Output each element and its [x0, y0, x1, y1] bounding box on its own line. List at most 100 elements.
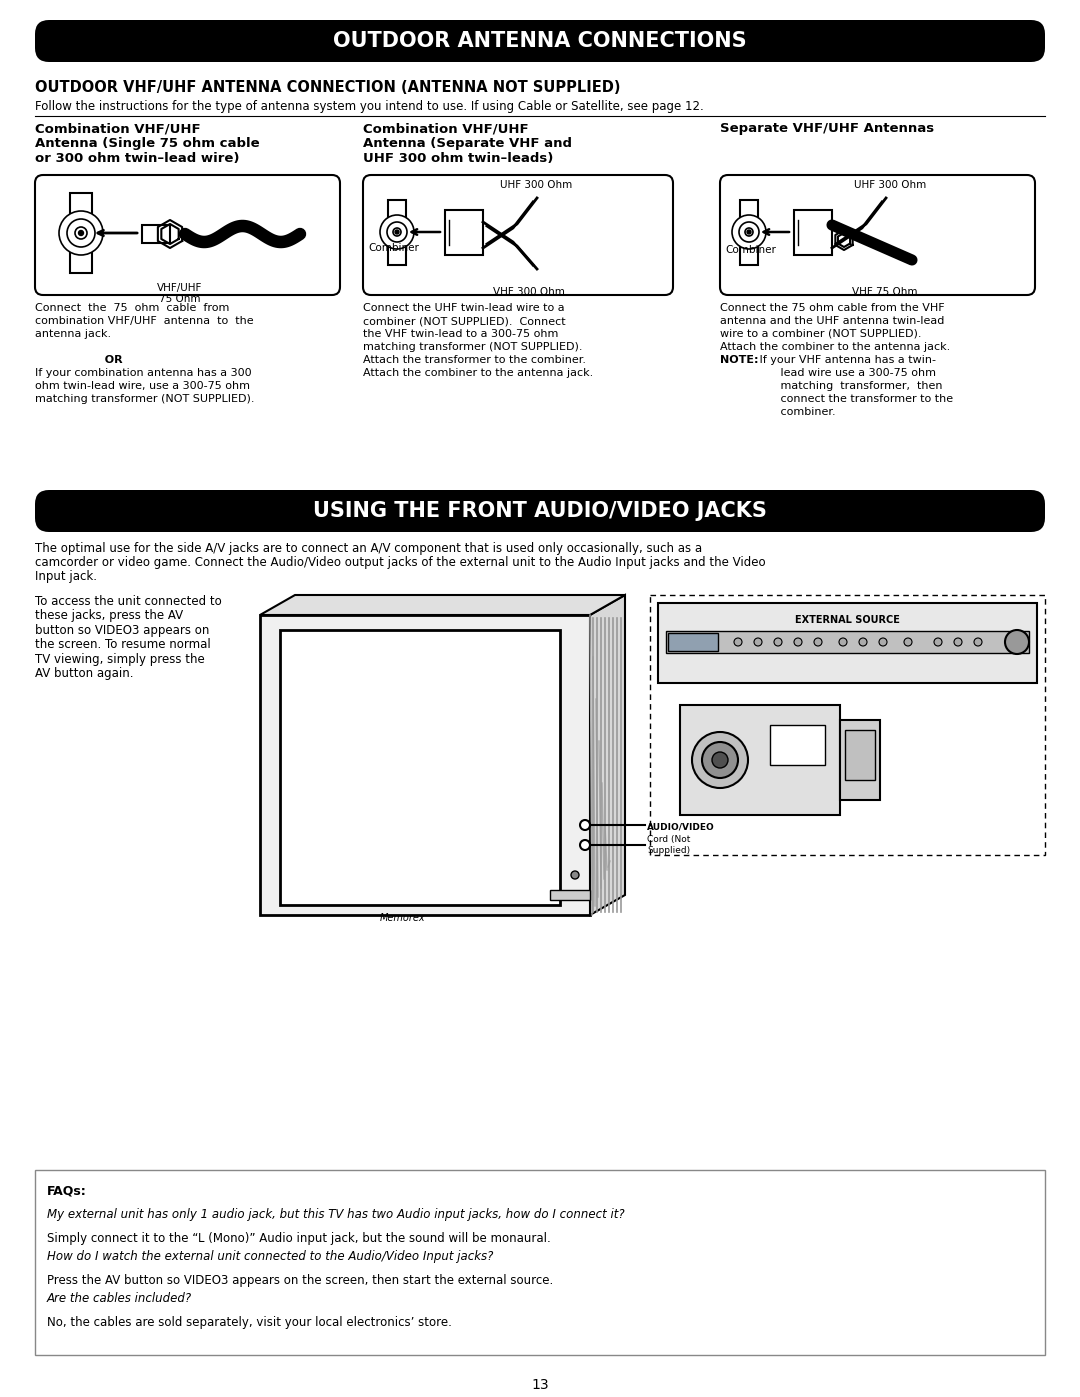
Bar — [658, 604, 1037, 683]
Text: Memorex: Memorex — [380, 914, 426, 923]
Bar — [680, 705, 840, 814]
Bar — [280, 630, 561, 905]
Circle shape — [393, 228, 401, 236]
Circle shape — [934, 638, 942, 645]
Text: 13: 13 — [531, 1377, 549, 1391]
Text: matching  transformer,  then: matching transformer, then — [756, 381, 943, 391]
FancyBboxPatch shape — [363, 175, 673, 295]
Text: OUTDOOR ANTENNA CONNECTIONS: OUTDOOR ANTENNA CONNECTIONS — [334, 31, 746, 52]
Circle shape — [580, 820, 590, 830]
Circle shape — [839, 638, 847, 645]
Circle shape — [79, 231, 83, 236]
Text: 75 Ohm: 75 Ohm — [159, 293, 201, 305]
Bar — [550, 890, 590, 900]
Circle shape — [67, 219, 95, 247]
Bar — [141, 225, 170, 243]
Text: The optimal use for the side A/V jacks are to connect an A/V component that is u: The optimal use for the side A/V jacks a… — [35, 542, 702, 555]
Text: Are the cables included?: Are the cables included? — [48, 1292, 192, 1305]
Circle shape — [745, 228, 753, 236]
FancyBboxPatch shape — [35, 175, 340, 295]
Text: the VHF twin-lead to a 300-75 ohm: the VHF twin-lead to a 300-75 ohm — [363, 330, 558, 339]
Circle shape — [1005, 630, 1029, 654]
Text: FAQs:: FAQs: — [48, 1185, 86, 1197]
Text: combiner.: combiner. — [756, 407, 836, 416]
Text: AV button again.: AV button again. — [35, 668, 134, 680]
Text: Attach the combiner to the antenna jack.: Attach the combiner to the antenna jack. — [720, 342, 950, 352]
Text: NOTE:: NOTE: — [720, 355, 758, 365]
Circle shape — [879, 638, 887, 645]
Circle shape — [75, 226, 87, 239]
Text: Press the AV button so VIDEO3 appears on the screen, then start the external sou: Press the AV button so VIDEO3 appears on… — [48, 1274, 553, 1287]
Text: VHF/UHF: VHF/UHF — [158, 284, 203, 293]
Circle shape — [859, 638, 867, 645]
Circle shape — [571, 870, 579, 879]
Circle shape — [754, 638, 762, 645]
Bar — [794, 210, 832, 256]
Bar — [740, 200, 758, 265]
Text: No, the cables are sold separately, visit your local electronics’ store.: No, the cables are sold separately, visi… — [48, 1316, 451, 1329]
Text: these jacks, press the AV: these jacks, press the AV — [35, 609, 184, 623]
Bar — [770, 725, 825, 766]
Circle shape — [692, 732, 748, 788]
Text: combination VHF/UHF  antenna  to  the: combination VHF/UHF antenna to the — [35, 316, 254, 326]
Text: UHF 300 Ohm: UHF 300 Ohm — [500, 180, 572, 190]
Text: antenna and the UHF antenna twin-lead: antenna and the UHF antenna twin-lead — [720, 316, 944, 326]
Bar — [35, 1171, 1045, 1355]
Circle shape — [814, 638, 822, 645]
FancyBboxPatch shape — [720, 175, 1035, 295]
Circle shape — [734, 638, 742, 645]
Text: Connect the 75 ohm cable from the VHF: Connect the 75 ohm cable from the VHF — [720, 303, 945, 313]
Text: antenna jack.: antenna jack. — [35, 330, 111, 339]
Text: Antenna (Single 75 ohm cable: Antenna (Single 75 ohm cable — [35, 137, 259, 149]
Text: Antenna (Separate VHF and: Antenna (Separate VHF and — [363, 137, 572, 149]
Text: OUTDOOR VHF/UHF ANTENNA CONNECTION (ANTENNA NOT SUPPLIED): OUTDOOR VHF/UHF ANTENNA CONNECTION (ANTE… — [35, 80, 621, 95]
Circle shape — [702, 742, 738, 778]
Text: Connect the UHF twin-lead wire to a: Connect the UHF twin-lead wire to a — [363, 303, 565, 313]
Bar — [666, 631, 1029, 652]
Bar — [845, 731, 875, 780]
Circle shape — [774, 638, 782, 645]
FancyBboxPatch shape — [35, 490, 1045, 532]
Polygon shape — [260, 595, 625, 615]
Text: combiner (NOT SUPPLIED).  Connect: combiner (NOT SUPPLIED). Connect — [363, 316, 566, 326]
Bar — [370, 870, 470, 888]
Text: OR: OR — [35, 355, 123, 365]
Text: VHF 300 Ohm: VHF 300 Ohm — [492, 286, 565, 298]
Text: VHF 75 Ohm: VHF 75 Ohm — [852, 286, 918, 298]
Text: Combiner: Combiner — [368, 243, 419, 253]
Text: or 300 ohm twin–lead wire): or 300 ohm twin–lead wire) — [35, 152, 240, 165]
Circle shape — [904, 638, 912, 645]
Bar — [669, 633, 718, 651]
Text: TV viewing, simply press the: TV viewing, simply press the — [35, 652, 205, 666]
Text: Input jack.: Input jack. — [35, 570, 97, 583]
Text: ohm twin-lead wire, use a 300-75 ohm: ohm twin-lead wire, use a 300-75 ohm — [35, 381, 249, 391]
Text: AUDIO/VIDEO: AUDIO/VIDEO — [647, 823, 715, 833]
Text: EXTERNAL SOURCE: EXTERNAL SOURCE — [795, 615, 900, 624]
Bar — [650, 595, 1045, 855]
Circle shape — [387, 222, 407, 242]
Text: UHF 300 ohm twin–leads): UHF 300 ohm twin–leads) — [363, 152, 553, 165]
Bar — [350, 888, 490, 902]
Text: matching transformer (NOT SUPPLIED).: matching transformer (NOT SUPPLIED). — [35, 394, 255, 404]
Polygon shape — [590, 595, 625, 915]
Text: Combiner: Combiner — [725, 244, 775, 256]
Circle shape — [747, 231, 751, 235]
Text: Separate VHF/UHF Antennas: Separate VHF/UHF Antennas — [720, 122, 934, 136]
Circle shape — [732, 215, 766, 249]
Circle shape — [380, 215, 414, 249]
Text: Combination VHF/UHF: Combination VHF/UHF — [363, 122, 528, 136]
Text: Connect  the  75  ohm  cable  from: Connect the 75 ohm cable from — [35, 303, 229, 313]
Text: button so VIDEO3 appears on: button so VIDEO3 appears on — [35, 624, 210, 637]
Circle shape — [954, 638, 962, 645]
Text: To access the unit connected to: To access the unit connected to — [35, 595, 221, 608]
Bar — [260, 615, 590, 915]
Text: My external unit has only 1 audio jack, but this TV has two Audio input jacks, h: My external unit has only 1 audio jack, … — [48, 1208, 624, 1221]
Text: If your VHF antenna has a twin-: If your VHF antenna has a twin- — [756, 355, 936, 365]
Circle shape — [59, 211, 103, 256]
Text: the screen. To resume normal: the screen. To resume normal — [35, 638, 211, 651]
Text: Cord (Not: Cord (Not — [647, 835, 690, 844]
Text: camcorder or video game. Connect the Audio/Video output jacks of the external un: camcorder or video game. Connect the Aud… — [35, 556, 766, 569]
Text: UHF 300 Ohm: UHF 300 Ohm — [854, 180, 927, 190]
Circle shape — [794, 638, 802, 645]
Bar — [70, 193, 92, 272]
